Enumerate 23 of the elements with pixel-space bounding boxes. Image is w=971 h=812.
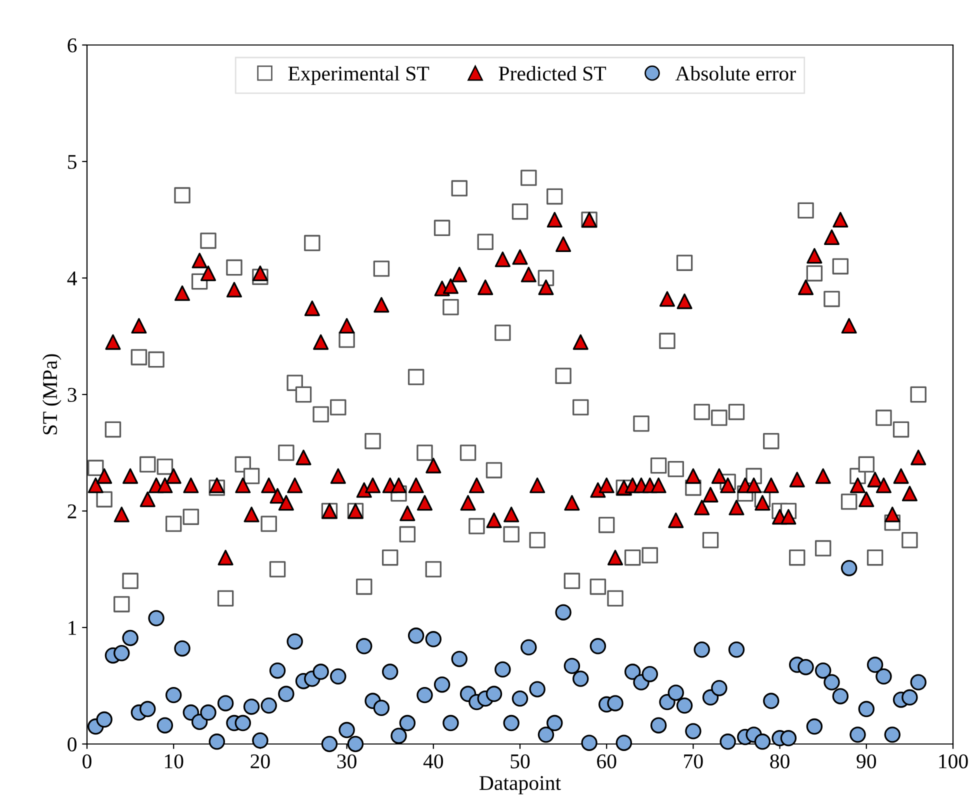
y-tick-label: 4 [67,272,77,286]
y-tick-label: 5 [68,155,76,169]
legend-label: Predicted ST [498,66,606,81]
y-axis-title: ST (MPa) [42,354,62,434]
x-tick-label: 100 [939,754,968,768]
x-tick-label: 70 [684,754,703,768]
y-tick-label: 2 [68,504,76,518]
x-tick-label: 40 [423,754,444,768]
y-tick-label: 1 [68,620,76,635]
x-tick-label: 50 [510,754,530,768]
x-tick-label: 60 [597,754,616,768]
x-axis-title: Datapoint [480,776,561,794]
x-tick-label: 20 [250,754,270,768]
x-tick-label: 30 [337,754,356,768]
x-tick-label: 90 [856,754,876,768]
x-tick-label: 80 [770,754,790,768]
legend-label: Absolute error [675,66,796,81]
y-tick-label: 6 [68,38,77,52]
y-tick-label: 0 [68,737,76,752]
legend-label: Experimental ST [288,66,430,85]
x-tick-label: 0 [82,754,92,768]
x-tick-label: 10 [165,754,184,768]
y-tick-label: 3 [68,388,76,402]
